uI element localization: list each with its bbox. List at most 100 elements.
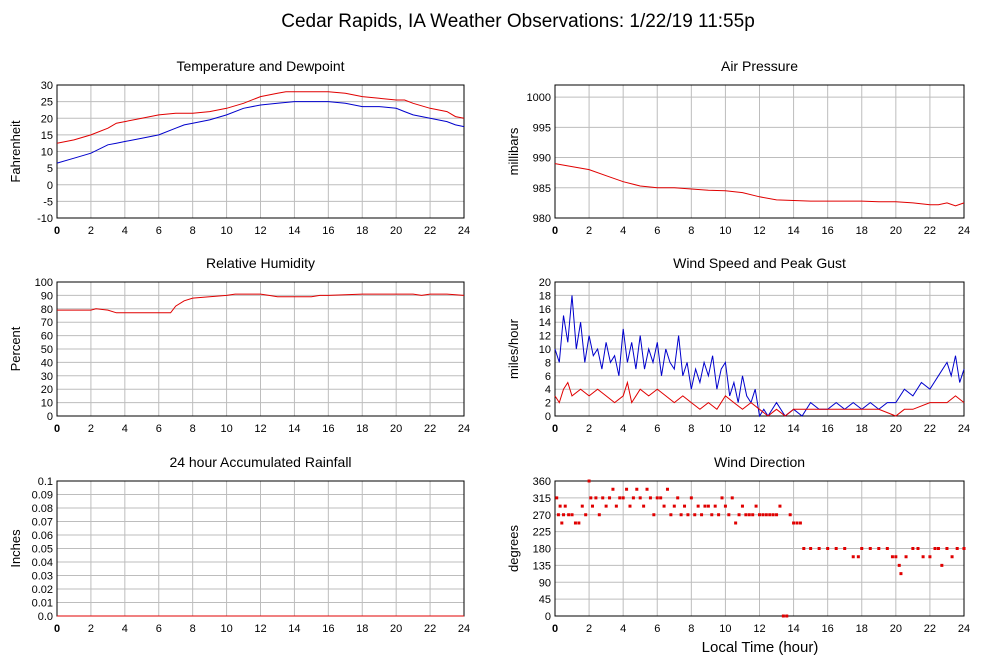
data-point <box>771 513 775 517</box>
data-point <box>754 504 758 508</box>
data-point <box>679 513 683 517</box>
data-point <box>788 513 792 517</box>
x-tick-label: 0 <box>54 623 60 635</box>
x-tick-label: 4 <box>620 623 626 635</box>
y-tick-label: 0.04 <box>32 557 53 569</box>
x-tick-label: 10 <box>220 623 232 635</box>
data-point <box>826 547 830 550</box>
y-axis-label: miles/hour <box>506 318 521 379</box>
x-tick-label: 8 <box>190 623 196 635</box>
data-point <box>631 496 635 500</box>
data-point <box>802 547 806 550</box>
x-tick-label: 2 <box>586 423 592 435</box>
data-point <box>798 521 802 525</box>
plot-frame <box>56 84 465 219</box>
x-tick-label: 20 <box>390 423 402 435</box>
y-tick-label: 30 <box>41 80 53 92</box>
y-tick-label: 0.1 <box>38 476 53 488</box>
x-tick-label: 8 <box>190 225 196 237</box>
y-tick-label: 135 <box>533 560 551 572</box>
data-point <box>894 555 898 559</box>
x-tick-label: 10 <box>220 423 232 435</box>
plot-frame <box>56 281 465 417</box>
y-tick-label: 0.03 <box>32 571 53 583</box>
y-tick-label: 995 <box>533 122 551 134</box>
y-tick-label: 25 <box>41 97 53 109</box>
x-tick-label: 2 <box>88 225 94 237</box>
data-point <box>916 547 920 550</box>
x-tick-label: 8 <box>190 423 196 435</box>
data-point <box>785 614 789 618</box>
data-point <box>747 513 751 517</box>
data-point <box>604 504 608 508</box>
data-point <box>580 504 584 508</box>
data-point <box>758 513 761 517</box>
x-tick-label: 16 <box>322 623 334 635</box>
data-point <box>890 555 894 559</box>
x-tick-label: 4 <box>122 623 128 635</box>
data-point <box>936 547 940 550</box>
x-tick-label: 6 <box>654 623 660 635</box>
data-point <box>720 496 724 500</box>
y-tick-label: 0.0 <box>38 611 53 623</box>
series-line-blue <box>554 295 965 418</box>
y-tick-label: 2 <box>545 398 551 410</box>
x-tick-label: 0 <box>552 423 558 435</box>
data-point <box>834 547 838 550</box>
data-point <box>761 513 765 517</box>
data-point <box>737 513 741 517</box>
x-tick-label: 16 <box>822 623 834 635</box>
x-tick-label: 18 <box>356 225 368 237</box>
y-tick-label: 0 <box>47 180 53 192</box>
x-tick-label: 2 <box>586 623 592 635</box>
y-tick-label: 20 <box>41 384 53 396</box>
y-tick-label: 14 <box>539 317 551 329</box>
x-tick-label: 8 <box>688 623 694 635</box>
data-point <box>751 513 755 517</box>
chart-title: Wind Speed and Peak Gust <box>673 255 846 271</box>
data-point <box>706 504 710 508</box>
x-axis-label: Local Time (hour) <box>702 639 819 656</box>
data-point <box>642 504 646 508</box>
x-tick-label: 12 <box>254 423 266 435</box>
page-title: Cedar Rapids, IA Weather Observations: 1… <box>281 11 755 32</box>
data-point <box>809 547 813 550</box>
y-tick-label: 15 <box>41 130 53 142</box>
data-point <box>945 547 949 550</box>
x-tick-label: 20 <box>890 623 902 635</box>
x-tick-label: 22 <box>924 225 936 237</box>
x-tick-label: 22 <box>924 423 936 435</box>
data-point <box>683 504 687 508</box>
x-tick-label: 20 <box>390 623 402 635</box>
x-tick-label: 14 <box>787 623 799 635</box>
x-tick-label: 10 <box>719 423 731 435</box>
y-tick-label: 45 <box>539 594 551 606</box>
y-tick-label: 0.01 <box>32 598 53 610</box>
y-tick-label: 30 <box>41 371 53 383</box>
data-point <box>655 496 659 500</box>
y-tick-label: 60 <box>41 331 53 343</box>
series-line-red <box>56 91 465 144</box>
chart-title: 24 hour Accumulated Rainfall <box>169 454 351 470</box>
data-point <box>843 547 847 550</box>
data-point <box>723 504 727 508</box>
data-point <box>587 479 591 483</box>
y-tick-label: -5 <box>43 196 53 208</box>
data-point <box>676 496 680 500</box>
x-tick-label: 20 <box>390 225 402 237</box>
y-axis-label: Fahrenheit <box>8 120 23 183</box>
data-point <box>792 521 796 525</box>
data-point <box>730 496 734 500</box>
x-tick-label: 14 <box>787 225 799 237</box>
series-line-blue <box>56 101 465 164</box>
data-point <box>611 487 615 491</box>
y-tick-label: 8 <box>545 357 551 369</box>
y-tick-label: 180 <box>533 544 551 556</box>
data-point <box>710 513 714 517</box>
data-point <box>856 555 860 559</box>
data-point <box>584 513 588 517</box>
